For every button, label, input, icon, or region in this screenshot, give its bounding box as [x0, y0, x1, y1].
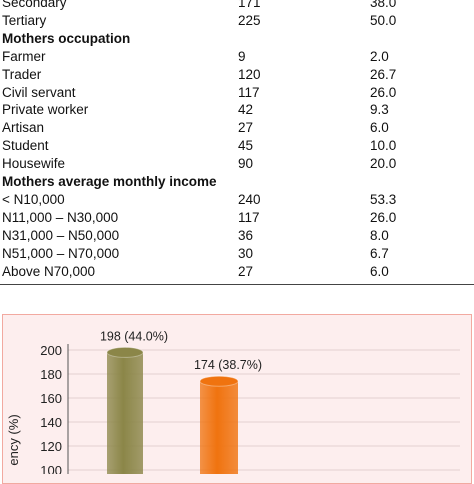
percent-cell: 26.7: [370, 66, 397, 82]
row-label: Artisan: [2, 120, 45, 136]
row-label: Civil servant: [2, 84, 76, 100]
section-title: Mothers occupation: [2, 30, 131, 46]
bar-cap: [106, 346, 144, 358]
table-row: Above N70,000 27 6.0: [0, 263, 474, 281]
y-tick-label: 160: [40, 391, 62, 406]
percent-cell: 8.0: [370, 227, 389, 243]
table-row: Artisan 27 6.0: [0, 119, 474, 137]
table-section-header: Mothers occupation: [0, 30, 474, 48]
table-row: Farmer 9 2.0: [0, 48, 474, 66]
data-label: 174 (38.7%): [194, 358, 262, 372]
y-tick-label: 180: [40, 367, 62, 382]
table-row: Secondary 171 38.0: [0, 0, 474, 12]
bar-cap: [199, 375, 239, 387]
table-bottom-rule: [0, 284, 474, 286]
table-row: Private worker 42 9.3: [0, 101, 474, 119]
y-tick-label: 200: [40, 343, 62, 358]
y-tick-label: 120: [40, 439, 62, 454]
percent-cell: 6.0: [370, 120, 389, 136]
frequency-cell: 27: [238, 263, 254, 279]
percent-cell: 26.0: [370, 209, 397, 225]
row-label: Trader: [2, 66, 42, 82]
frequency-cell: 27: [238, 120, 254, 136]
bar: [200, 381, 238, 474]
percent-cell: 6.0: [370, 263, 389, 279]
row-label: Student: [2, 138, 49, 154]
row-label: Tertiary: [2, 12, 47, 28]
bar-chart: 100 120 140 160 180 200 ency (%) 198 (44.0%) 174…: [6, 329, 460, 474]
section-title: Mothers average monthly income: [2, 174, 217, 189]
frequency-cell: 240: [238, 191, 261, 207]
row-label: Housewife: [2, 156, 66, 172]
percent-cell: 20.0: [370, 156, 397, 172]
row-label: Secondary: [2, 0, 67, 10]
percent-cell: 9.3: [370, 102, 389, 118]
frequency-cell: 30: [238, 245, 254, 261]
row-label: Farmer: [2, 48, 46, 64]
frequency-cell: 117: [238, 209, 260, 225]
row-label: Private worker: [2, 102, 89, 118]
y-axis-label: ency (%): [6, 414, 21, 465]
table-row: N31,000 – N50,000 36 8.0: [0, 227, 474, 245]
percent-cell: 50.0: [370, 12, 397, 28]
table-row: Civil servant 117 26.0: [0, 84, 474, 102]
frequency-cell: 36: [238, 227, 254, 243]
frequency-cell: 120: [238, 66, 261, 82]
bar: [107, 352, 143, 474]
frequency-cell: 171: [238, 0, 261, 10]
frequency-cell: 225: [238, 12, 261, 28]
table-row: N11,000 – N30,000 117 26.0: [0, 209, 474, 227]
frequency-cell: 117: [238, 84, 260, 100]
table-row: Housewife 90 20.0: [0, 155, 474, 173]
row-label: N31,000 – N50,000: [2, 227, 120, 243]
table-row: Trader 120 26.7: [0, 66, 474, 84]
percent-cell: 2.0: [370, 48, 389, 64]
row-label: N51,000 – N70,000: [2, 245, 120, 261]
percent-cell: 53.3: [370, 191, 397, 207]
row-label: < N10,000: [2, 191, 65, 207]
row-label: Above N70,000: [2, 263, 96, 279]
table-row: N51,000 – N70,000 30 6.7: [0, 245, 474, 263]
y-tick-label: 100: [40, 463, 62, 474]
percent-cell: 38.0: [370, 0, 397, 10]
row-label: N11,000 – N30,000: [2, 209, 119, 225]
frequency-cell: 45: [238, 138, 254, 154]
data-label: 198 (44.0%): [100, 329, 168, 343]
percent-cell: 6.7: [370, 245, 389, 261]
percent-cell: 10.0: [370, 138, 397, 154]
table-section-header: Mothers average monthly income: [0, 173, 474, 191]
y-tick-label: 140: [40, 415, 62, 430]
table-row: < N10,000 240 53.3: [0, 191, 474, 209]
table-row: Student 45 10.0: [0, 137, 474, 155]
table-row: Tertiary 225 50.0: [0, 12, 474, 30]
frequency-cell: 42: [238, 102, 254, 118]
percent-cell: 26.0: [370, 84, 397, 100]
frequency-cell: 9: [238, 48, 246, 64]
frequency-cell: 90: [238, 156, 254, 172]
